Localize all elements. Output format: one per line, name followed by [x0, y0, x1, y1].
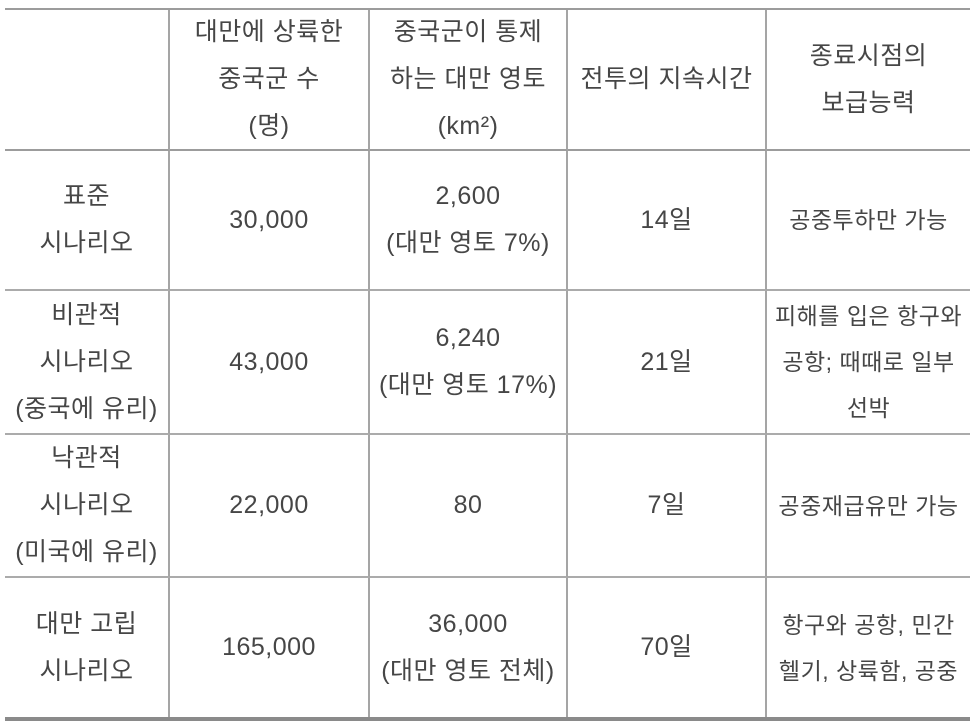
- cell-text-line: 비관적: [51, 300, 122, 329]
- cell-text-line: 시나리오: [39, 347, 134, 376]
- troops-value: 22,000: [229, 491, 309, 519]
- duration-value: 7일: [647, 491, 686, 519]
- cell-text-line: 항구와 공항, 민간: [782, 611, 955, 638]
- row-isolation-troops: 165,000: [170, 578, 370, 717]
- row-pessimistic-duration: 21일: [568, 291, 767, 435]
- cell-text-line: 표준: [62, 182, 110, 210]
- cell-text-line: 공항; 때때로 일부: [782, 349, 955, 375]
- troops-value: 30,000: [229, 205, 309, 234]
- cell-text-line: (명): [248, 112, 290, 140]
- troops-value: 43,000: [229, 347, 309, 376]
- cell-text-line: 공중투하만 가능: [789, 207, 948, 233]
- row-standard-duration: 14일: [568, 151, 767, 291]
- cell-text-line: 낙관적: [51, 444, 122, 472]
- cell-text-line: 중국군이 통제: [393, 18, 543, 46]
- cell-text-line: 보급능력: [821, 88, 916, 117]
- cell-text-line: 6,240: [435, 324, 501, 352]
- row-pessimistic-territory: 6,240 (대만 영토 17%): [370, 291, 568, 435]
- cell-text-line: 선박: [846, 395, 891, 421]
- cell-text-line: (중국에 유리): [15, 394, 158, 423]
- duration-value: 14일: [640, 205, 693, 234]
- row-pessimistic-troops: 43,000: [170, 291, 370, 435]
- cell-text-line: 헬기, 상륙함, 공중: [778, 657, 959, 684]
- row-standard-territory: 2,600 (대만 영토 7%): [370, 151, 568, 291]
- cell-text-line: (대만 영토 7%): [386, 229, 550, 257]
- cell-text-line: (대만 영토 17%): [378, 371, 558, 399]
- cell-text-line: 전투의 지속시간: [580, 65, 753, 93]
- row-optimistic-supply: 공중재급유만 가능: [767, 435, 970, 578]
- cell-text-line: 피해를 입은 항구와: [774, 303, 963, 329]
- cell-text-line: 시나리오: [39, 229, 134, 257]
- cell-text-line: (km²): [437, 112, 499, 140]
- cell-text-line: 80: [453, 491, 483, 519]
- cell-text-line: 종료시점의: [809, 41, 928, 70]
- cell-text-line: 대만에 상륙한: [194, 18, 344, 46]
- row-standard-supply: 공중투하만 가능: [767, 151, 970, 291]
- cell-text-line: (미국에 유리): [15, 538, 158, 566]
- cell-text-line: 2,600: [435, 182, 501, 210]
- row-isolation-territory: 36,000 (대만 영토 전체): [370, 578, 568, 717]
- row-optimistic-duration: 7일: [568, 435, 767, 578]
- duration-value: 70일: [640, 633, 693, 661]
- cell-text-line: 공중재급유만 가능: [778, 492, 959, 519]
- header-cell-battle-duration: 전투의 지속시간: [568, 10, 767, 151]
- row-optimistic-troops: 22,000: [170, 435, 370, 578]
- cell-text-line: 하는 대만 영토: [390, 65, 546, 93]
- row-isolation-duration: 70일: [568, 578, 767, 717]
- cell-text-line: 36,000: [428, 609, 508, 638]
- cell-text-line: 시나리오: [39, 656, 134, 685]
- duration-value: 21일: [640, 347, 693, 376]
- cell-text-line: 중국군 수: [218, 65, 320, 93]
- cell-text-line: (대만 영토 전체): [381, 656, 555, 685]
- troops-value: 165,000: [222, 633, 316, 661]
- cell-text-line: 시나리오: [39, 491, 134, 519]
- row-standard-troops: 30,000: [170, 151, 370, 291]
- header-cell-empty: [5, 10, 170, 151]
- row-optimistic-territory: 80: [370, 435, 568, 578]
- cell-text-line: 대만 고립: [35, 609, 138, 638]
